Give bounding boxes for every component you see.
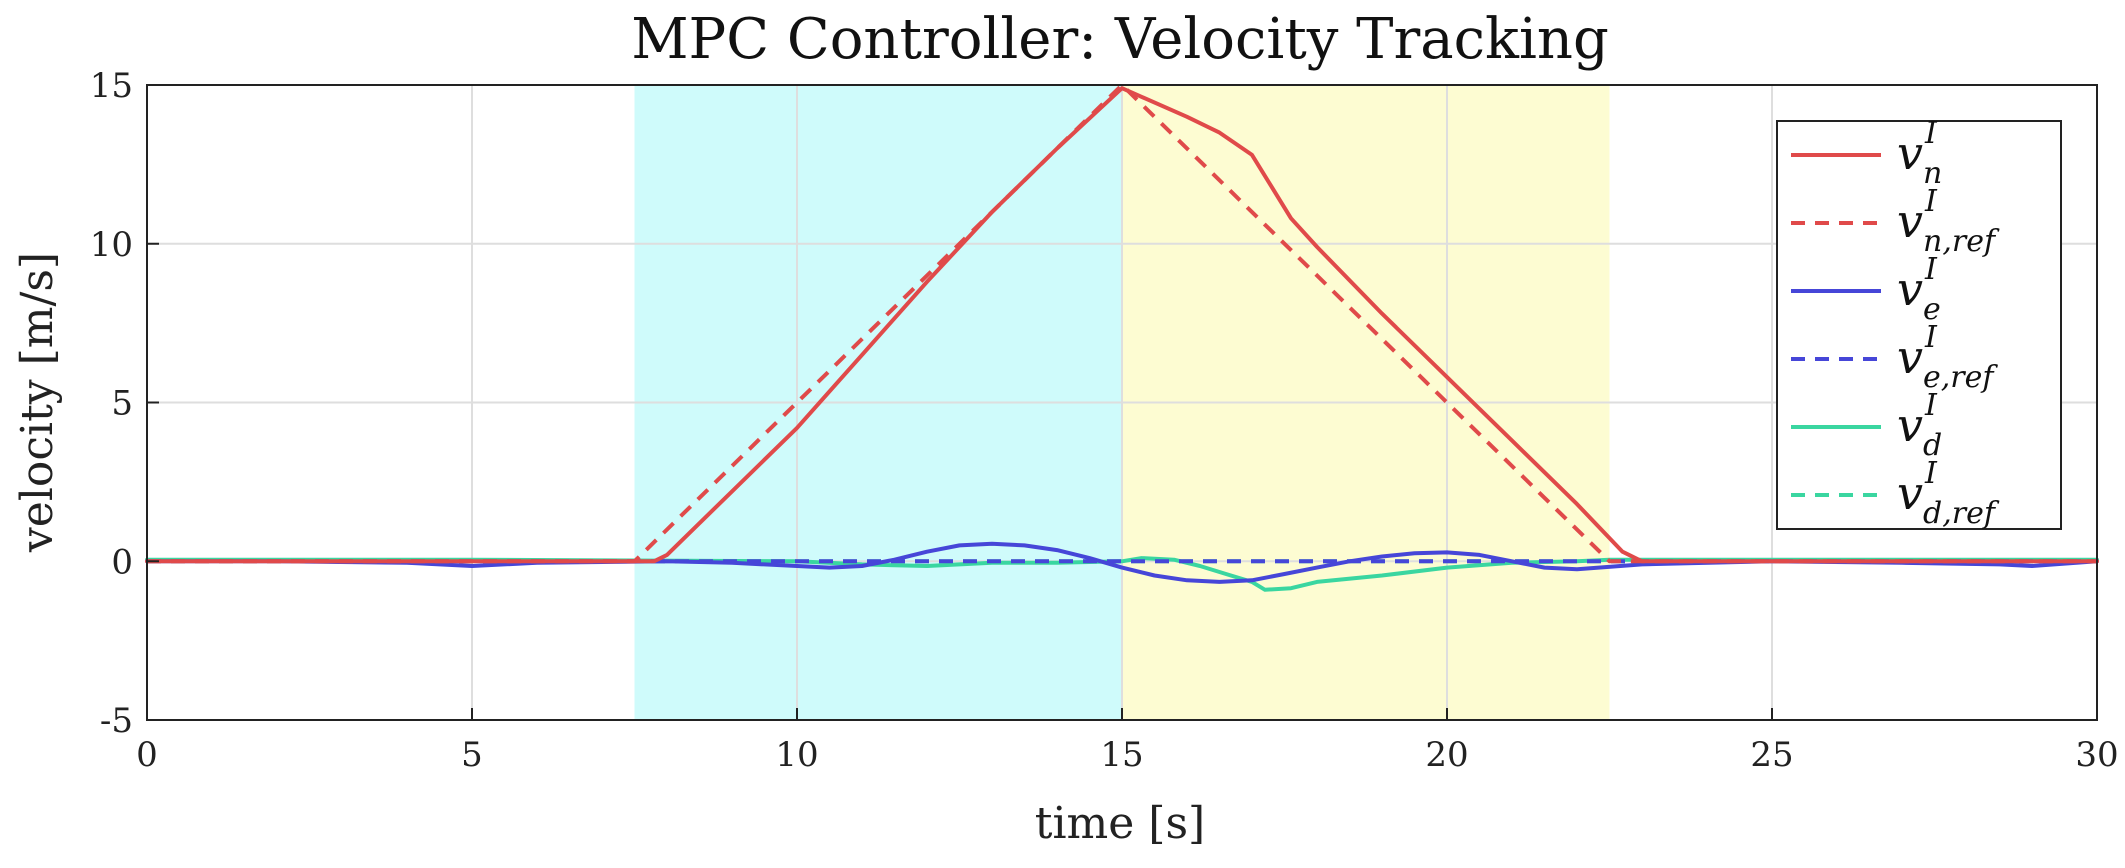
legend-box (1776, 120, 2062, 530)
x-tick-label: 25 (1750, 735, 1793, 775)
x-tick-label: 10 (775, 735, 818, 775)
legend-entry: vI n,ref (1897, 184, 2000, 259)
x-tick-label: 30 (2075, 735, 2118, 775)
x-tick-label: 0 (136, 735, 158, 775)
y-tick-label: 5 (111, 384, 133, 424)
x-axis-label: time [s] (1035, 798, 1205, 849)
y-tick-label: 0 (111, 542, 133, 582)
x-tick-label: 20 (1425, 735, 1468, 775)
y-axis-label: velocity [m/s] (12, 252, 63, 553)
legend-entry: vI d,ref (1897, 456, 2000, 531)
series-line-d (145, 556, 2099, 592)
series-lines (145, 83, 2099, 592)
chart-title: MPC Controller: Velocity Tracking (631, 7, 1609, 72)
y-tick-label: 10 (90, 225, 133, 265)
legend-entry: vI d (1897, 388, 1942, 463)
series-line-n (145, 86, 2099, 564)
y-tick-label: 15 (90, 66, 133, 106)
series-line-e (145, 541, 2099, 584)
legend-entry: vI e,ref (1897, 320, 1998, 395)
x-tick-label: 15 (1100, 735, 1143, 775)
legend-entry: vI n (1897, 116, 1942, 191)
legend-entry: vI e (1897, 252, 1941, 327)
y-tick-label: -5 (100, 701, 133, 741)
series-line-n-ref (147, 83, 2097, 564)
x-tick-label: 5 (461, 735, 483, 775)
